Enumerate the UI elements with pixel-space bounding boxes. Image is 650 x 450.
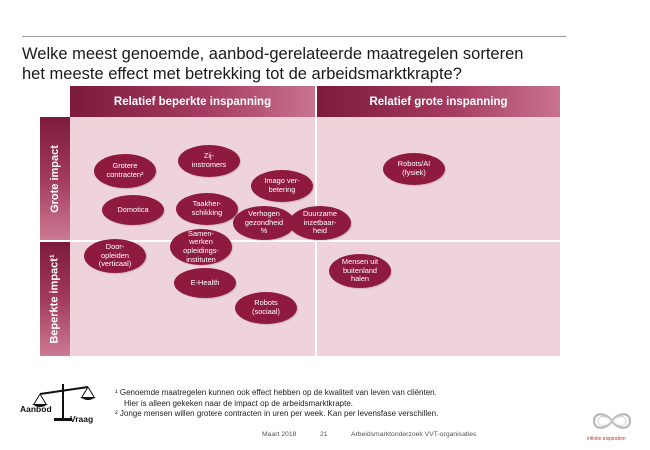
row-header-limited-impact-label: Beperkte impact¹ <box>49 254 62 344</box>
quadrant-divider-horizontal <box>70 240 560 242</box>
measure-robots-sociaal: Robots (sociaal) <box>235 292 297 324</box>
top-rule <box>22 36 566 37</box>
column-header-large-effort: Relatief grote inspanning <box>317 86 560 117</box>
logo-word-aanbod: Aanbod <box>20 404 52 414</box>
measure-duurzame-inzetbaarheid: Duurzame inzetbaar- heid <box>289 206 351 240</box>
measure-e-health: E-Health <box>174 268 236 298</box>
measure-imago-verbetering: Imago ver- betering <box>251 170 313 202</box>
column-header-large-effort-label: Relatief grote inspanning <box>369 95 508 108</box>
infinity-logo <box>592 413 632 429</box>
measure-verhogen-gezondheid: Verhogen gezondheid % <box>233 206 295 240</box>
column-header-limited-effort: Relatief beperkte inspanning <box>70 86 315 117</box>
logo-right-name: infinite inspiration <box>587 436 626 442</box>
footer-subject: Arbeidsmarktonderzoek VVT-organisaties <box>351 431 477 438</box>
measure-robots-ai-fysiek: Robots/AI (fysiek) <box>383 153 445 185</box>
footnotes: ¹ Genoemde maatregelen kunnen ook effect… <box>115 388 585 420</box>
measure-zij-instromers: Zij- instromers <box>178 145 240 177</box>
slide-title: Welke meest genoemde, aanbod-gerelateerd… <box>22 44 602 84</box>
measure-grotere-contracten: Grotere contracten² <box>94 154 156 188</box>
footnote-2: ² Jonge mensen willen grotere contracten… <box>115 409 439 418</box>
footnote-1-line-2: Hier is alleen gekeken naar de impact op… <box>124 398 354 408</box>
row-header-large-impact-label: Grote impact <box>49 144 62 213</box>
title-line-1: Welke meest genoemde, aanbod-gerelateerd… <box>22 45 524 63</box>
logo-word-vraag: Vraag <box>70 414 94 424</box>
measure-domotica: Domotica <box>102 195 164 225</box>
row-header-limited-impact: Beperkte impact¹ <box>40 242 70 356</box>
footnote-1-line-1: ¹ Genoemde maatregelen kunnen ook effect… <box>115 388 437 397</box>
column-header-limited-effort-label: Relatief beperkte inspanning <box>113 95 272 108</box>
aanbod-vraag-scale-logo <box>32 384 96 421</box>
measure-door-opleiden-verticaal: Door- opleiden (verticaal) <box>84 239 146 273</box>
measure-taakherschikking: Taakher- schikking <box>176 193 238 225</box>
title-line-2: het meeste effect met betrekking tot de … <box>22 65 462 83</box>
measure-mensen-uit-buitenland: Mensen uit buitenland halen <box>329 254 391 288</box>
row-header-large-impact: Grote impact <box>40 117 70 240</box>
measure-samenwerken-opleidingsinstituten: Samen- werken opleidings- instituten <box>170 229 232 265</box>
footer-date: Maart 2018 <box>262 431 297 438</box>
footer-page-number: 21 <box>320 431 328 438</box>
